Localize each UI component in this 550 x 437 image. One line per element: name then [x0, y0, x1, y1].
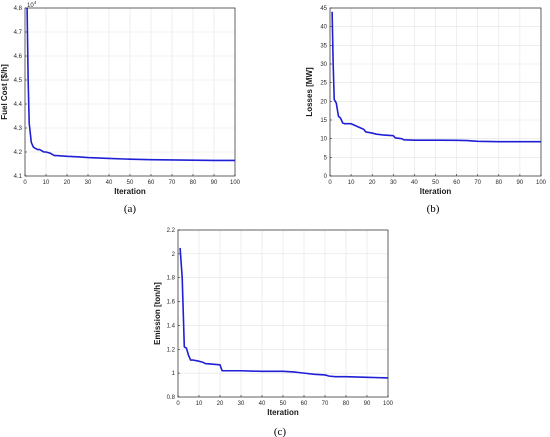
chart-panel-3: 0 10 20 30 40 50 60 70 80 90 100 0.8 1 1.2 1.4 1.6 1.8 2 2… [153, 228, 394, 437]
x-tick-label: 70 [169, 180, 176, 186]
chart-panel-2: 0 10 20 30 40 50 60 70 80 90 100 0 5 10 15 20 25 30 35 40 45… [305, 6, 547, 215]
x-tick-label: 30 [390, 180, 397, 186]
x-tick-label: 20 [369, 180, 376, 186]
y-tick-label: 10 [320, 137, 327, 143]
x-tick-label: 40 [411, 180, 418, 186]
x-axis-label: Iteration [114, 187, 146, 196]
y-tick-label: 5 [324, 155, 328, 161]
series-line-1 [26, 7, 235, 162]
x-tick-label: 50 [127, 180, 134, 186]
x-tick-label: 20 [217, 401, 224, 407]
y-tick-label: 4.5 [14, 78, 23, 84]
y-tick-label: 4.4 [14, 102, 23, 108]
y-tick-label: 1 [172, 371, 176, 377]
series-line-1 [179, 247, 389, 379]
y-axis-label: Emission [ton/h] [153, 282, 162, 345]
panel-caption: (b) [427, 203, 440, 215]
y-tick-label: 20 [320, 99, 327, 105]
x-tick-label: 80 [343, 401, 350, 407]
series-line-1 [331, 11, 541, 143]
y-tick-label: 4.7 [14, 30, 23, 36]
y-tick-label: 1.4 [167, 323, 176, 329]
x-tick-label: 10 [196, 401, 203, 407]
y-tick-label: 25 [320, 81, 327, 87]
y-tick-label: 40 [320, 25, 327, 31]
chart-panel-1: 0 10 20 30 40 50 60 70 80 90 100 4.1 4.2 4.3 4.4 4.5 4.6… [0, 0, 241, 215]
x-tick-label: 40 [106, 180, 113, 186]
x-tick-label: 0 [23, 180, 27, 186]
x-tick-label: 60 [148, 180, 155, 186]
y-tick-label: 2.2 [167, 228, 176, 234]
x-tick-label: 0 [176, 401, 180, 407]
x-tick-label: 70 [474, 180, 481, 186]
x-tick-label: 60 [453, 180, 460, 186]
y-tick-label: 15 [320, 118, 327, 124]
y-tick-label: 1.8 [167, 276, 176, 282]
x-tick-label: 30 [85, 180, 92, 186]
x-tick-label: 20 [64, 180, 71, 186]
x-tick-label: 100 [383, 401, 394, 407]
x-tick-label: 80 [190, 180, 197, 186]
y-axis-label: Losses [MW] [305, 67, 314, 117]
x-tick-label: 0 [328, 180, 332, 186]
x-tick-label: 90 [211, 180, 218, 186]
x-tick-label: 100 [230, 180, 241, 186]
y-tick-label: 0.8 [167, 395, 176, 401]
y-tick-label: 4.1 [14, 174, 23, 180]
x-tick-label: 60 [301, 401, 308, 407]
panel-caption: (c) [274, 426, 287, 437]
y-tick-label: 30 [320, 62, 327, 68]
y-tick-label: 4.8 [14, 6, 23, 12]
x-tick-label: 100 [536, 180, 547, 186]
x-axis-label: Iteration [267, 408, 299, 417]
y-exponent-power: 4 [34, 0, 37, 5]
x-tick-label: 10 [348, 180, 355, 186]
x-tick-label: 90 [364, 401, 371, 407]
y-tick-label: 1.2 [167, 347, 176, 353]
y-tick-label: 4.3 [14, 126, 23, 132]
y-tick-label: 4.6 [14, 54, 23, 60]
y-axis-label: Fuel Cost [$/h] [0, 64, 9, 120]
x-tick-label: 50 [280, 401, 287, 407]
y-tick-label: 45 [320, 6, 327, 12]
x-tick-label: 80 [495, 180, 502, 186]
y-tick-label: 0 [324, 174, 328, 180]
x-tick-label: 10 [43, 180, 50, 186]
y-tick-label: 35 [320, 43, 327, 49]
x-tick-label: 40 [259, 401, 266, 407]
y-tick-label: 2 [172, 252, 176, 258]
x-tick-label: 70 [322, 401, 329, 407]
y-tick-label: 4.2 [14, 150, 23, 156]
y-tick-label: 1.6 [167, 300, 176, 306]
x-tick-label: 50 [432, 180, 439, 186]
y-exponent-label: 104 [27, 0, 37, 9]
x-axis-label: Iteration [420, 187, 452, 196]
x-tick-label: 90 [517, 180, 524, 186]
x-tick-label: 30 [238, 401, 245, 407]
panel-caption: (a) [124, 203, 137, 215]
